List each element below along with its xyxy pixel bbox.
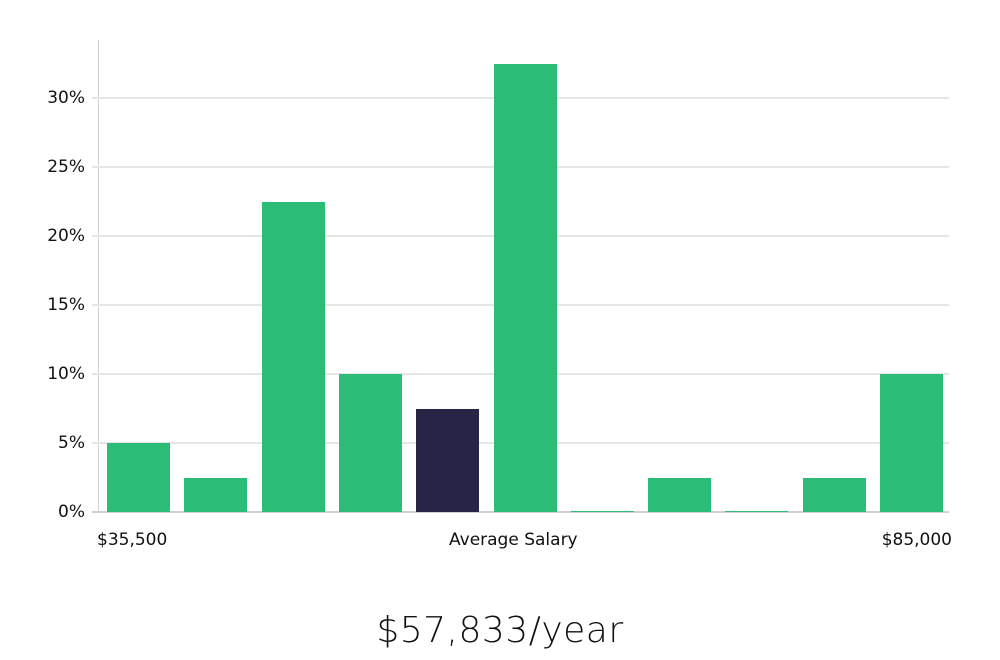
histogram-bar <box>648 477 712 512</box>
histogram-bar <box>802 477 866 512</box>
gridline <box>92 511 949 513</box>
x-min-label: $35,500 <box>97 530 168 550</box>
y-tick-label: 30% <box>47 88 85 108</box>
y-tick-label: 20% <box>47 226 85 246</box>
highlight-bar <box>416 408 480 512</box>
histogram-bar <box>493 63 557 512</box>
y-tick-label: 5% <box>58 433 85 453</box>
y-tick-label: 0% <box>58 502 85 522</box>
histogram-bar <box>725 510 789 512</box>
x-max-label: $85,000 <box>881 530 952 550</box>
histogram-bar <box>570 510 634 512</box>
histogram-bar <box>107 443 170 512</box>
y-tick-label: 15% <box>47 295 85 315</box>
histogram-bar <box>184 477 248 512</box>
histogram-bar <box>880 374 943 512</box>
average-salary-summary: $57,833/year <box>376 610 624 651</box>
y-tick-label: 25% <box>47 157 85 177</box>
salary-histogram: 0% 5% 10% 15% 20% 25% 30% $35,500 Average Sala… <box>47 40 952 550</box>
y-tick-label: 10% <box>47 364 85 384</box>
histogram-bar <box>261 201 325 512</box>
x-axis-title: Average Salary <box>449 530 578 550</box>
histogram-bar <box>338 374 402 512</box>
y-axis-line <box>98 40 99 513</box>
